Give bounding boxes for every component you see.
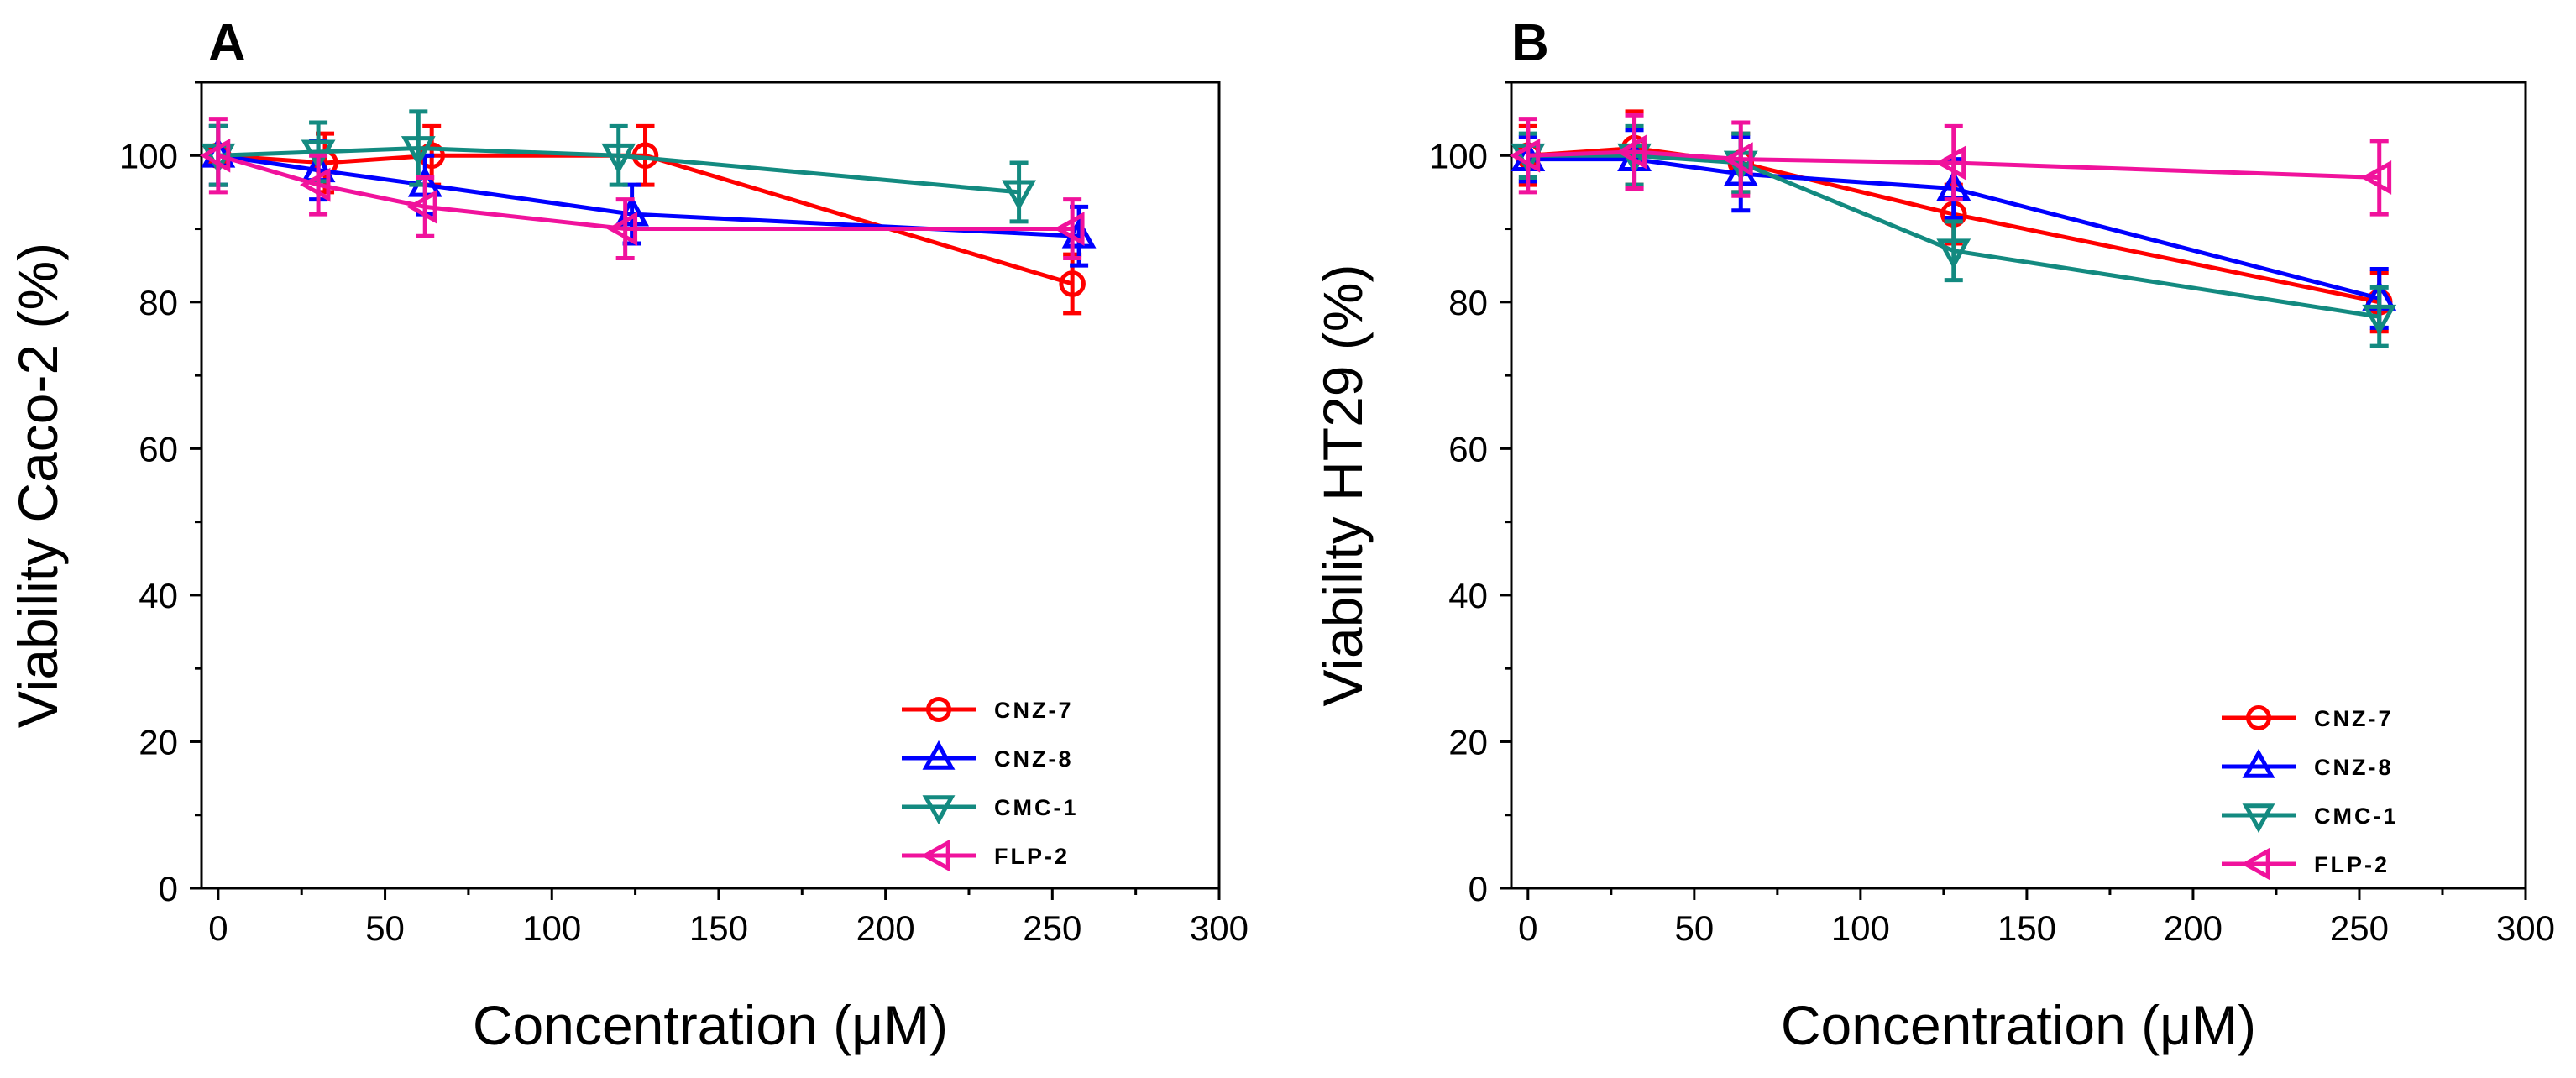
data-point: [1054, 212, 1085, 246]
data-point: [401, 136, 436, 167]
legend-label: CNZ-8: [2314, 755, 2394, 780]
legend-marker: [2246, 705, 2271, 730]
y-tick-label: 0: [1469, 869, 1488, 908]
legend-item: FLP-2: [2222, 847, 2390, 881]
y-tick-label: 20: [1448, 722, 1488, 761]
data-point: [1059, 270, 1086, 297]
y-tick-label: 100: [119, 136, 178, 175]
legend: CNZ-7 CNZ-8 CMC-1 FLP-2: [902, 697, 1079, 872]
legend-label: CNZ-7: [2314, 706, 2394, 731]
y-tick-label: 100: [1429, 136, 1488, 175]
x-tick-label: 200: [856, 908, 915, 948]
legend-marker: [926, 697, 951, 722]
y-tick-label: 40: [1448, 576, 1488, 615]
data-point: [1509, 138, 1541, 173]
data-point: [601, 143, 636, 175]
data-point: [1722, 142, 1753, 177]
legend-marker: [922, 795, 956, 825]
legend-item: CMC-1: [2222, 803, 2399, 834]
legend: CNZ-7 CNZ-8 CMC-1 FLP-2: [2222, 705, 2399, 881]
x-tick-label: 200: [2164, 908, 2223, 948]
chart-panel-b: B 0 50 100 150 200 250 300 0 20 40 60 80 100 Concentra…: [1312, 14, 2555, 1056]
data-point: [2362, 304, 2397, 336]
legend-item: FLP-2: [902, 839, 1070, 872]
y-tick-label: 80: [139, 283, 178, 322]
x-tick-label: 100: [1831, 908, 1890, 948]
legend-marker: [2242, 748, 2275, 778]
legend-label: CNZ-8: [994, 746, 1074, 772]
x-axis-title: Concentration (μM): [473, 994, 948, 1056]
panel-label: A: [208, 14, 246, 72]
legend-label: CMC-1: [2314, 803, 2399, 829]
y-tick-label: 60: [139, 429, 178, 468]
legend-marker: [2242, 803, 2275, 834]
data-point: [1936, 238, 1971, 270]
x-tick-label: 250: [1023, 908, 1081, 948]
x-tick-label: 150: [689, 908, 748, 948]
panel-label: B: [1511, 14, 1549, 72]
legend-marker: [920, 839, 950, 872]
legend-item: CNZ-7: [902, 697, 1074, 723]
legend-label: CNZ-7: [994, 698, 1074, 723]
legend-marker: [2240, 847, 2270, 881]
x-tick-label: 300: [2496, 908, 2555, 948]
data-point: [299, 167, 331, 202]
y-tick-label: 80: [1448, 283, 1488, 322]
data-point: [2360, 160, 2392, 195]
x-tick-label: 0: [1518, 908, 1537, 948]
data-point: [406, 189, 437, 224]
x-tick-label: 0: [208, 908, 228, 948]
x-axis-title: Concentration (μM): [1781, 994, 2256, 1056]
x-tick-label: 100: [522, 908, 581, 948]
legend-label: CMC-1: [994, 795, 1079, 820]
x-tick-label: 150: [1997, 908, 2056, 948]
x-tick-label: 50: [1674, 908, 1714, 948]
y-tick-label: 20: [139, 722, 178, 761]
series-cmc-1: [201, 109, 1036, 224]
y-tick-label: 40: [139, 576, 178, 615]
data-point: [1615, 134, 1647, 170]
legend-label: FLP-2: [994, 844, 1070, 869]
legend-item: CNZ-8: [902, 740, 1074, 772]
legend-label: FLP-2: [2314, 852, 2390, 877]
series-flp-2: [1509, 113, 2392, 217]
legend-item: CNZ-7: [2222, 705, 2394, 731]
y-tick-label: 0: [159, 869, 178, 908]
legend-item: CNZ-8: [2222, 748, 2394, 780]
data-point: [199, 138, 231, 173]
series-flp-2: [199, 117, 1085, 260]
chart-panel-a: A 0 50 100 150 200 250 300 0 20 40 60 80 100 Concentra…: [7, 14, 1249, 1056]
legend-marker: [922, 740, 956, 770]
legend-item: CMC-1: [902, 795, 1079, 825]
plot-frame: [200, 81, 1221, 890]
y-axis-title: Viability Caco-2 (%): [7, 243, 69, 728]
plot-frame: [1510, 81, 2527, 890]
data-point: [1935, 145, 1966, 181]
data-point: [606, 212, 638, 246]
x-tick-label: 250: [2330, 908, 2389, 948]
x-tick-label: 300: [1190, 908, 1249, 948]
x-tick-label: 50: [365, 908, 405, 948]
y-tick-label: 60: [1448, 429, 1488, 468]
data-point: [1002, 180, 1036, 212]
y-axis-title: Viability HT29 (%): [1312, 264, 1374, 707]
